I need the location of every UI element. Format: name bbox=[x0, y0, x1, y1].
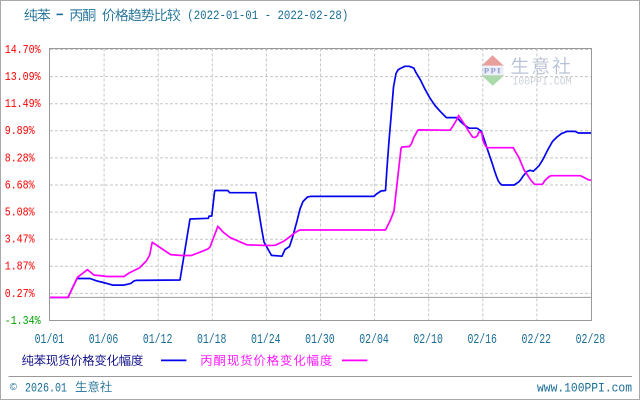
svg-text:01/24: 01/24 bbox=[251, 331, 281, 347]
svg-text:1.87%: 1.87% bbox=[5, 261, 35, 274]
svg-text:13.09%: 13.09% bbox=[5, 71, 41, 84]
svg-text:0.27%: 0.27% bbox=[5, 288, 35, 301]
svg-text:©: © bbox=[10, 382, 18, 393]
svg-text:(2022-01-01 - 2022-02-28): (2022-01-01 - 2022-02-28) bbox=[187, 8, 348, 23]
svg-text:PPI: PPI bbox=[484, 65, 502, 75]
svg-text:8.28%: 8.28% bbox=[5, 153, 35, 166]
svg-text:01/12: 01/12 bbox=[143, 331, 173, 347]
svg-text:02/10: 02/10 bbox=[413, 331, 443, 347]
svg-text:02/28: 02/28 bbox=[576, 331, 606, 347]
svg-text:02/04: 02/04 bbox=[359, 331, 389, 347]
svg-text:01/01: 01/01 bbox=[35, 331, 65, 347]
svg-text:6.68%: 6.68% bbox=[5, 180, 35, 193]
svg-text:11.49%: 11.49% bbox=[5, 98, 41, 111]
svg-text:5.08%: 5.08% bbox=[5, 207, 35, 220]
svg-text:-1.34%: -1.34% bbox=[5, 315, 41, 328]
svg-text:01/06: 01/06 bbox=[89, 331, 119, 347]
svg-text:14.70%: 14.70% bbox=[5, 44, 41, 57]
svg-text:02/16: 02/16 bbox=[467, 331, 497, 347]
svg-text:2026.01: 2026.01 bbox=[25, 383, 67, 396]
svg-text:100PPI.COM: 100PPI.COM bbox=[512, 76, 571, 89]
svg-text:01/18: 01/18 bbox=[197, 331, 227, 347]
svg-text:www.100PPI.com: www.100PPI.com bbox=[537, 381, 632, 396]
svg-text:3.47%: 3.47% bbox=[5, 234, 35, 247]
svg-text:9.89%: 9.89% bbox=[5, 126, 35, 139]
svg-text:01/30: 01/30 bbox=[305, 331, 335, 347]
svg-text:02/22: 02/22 bbox=[522, 331, 552, 347]
